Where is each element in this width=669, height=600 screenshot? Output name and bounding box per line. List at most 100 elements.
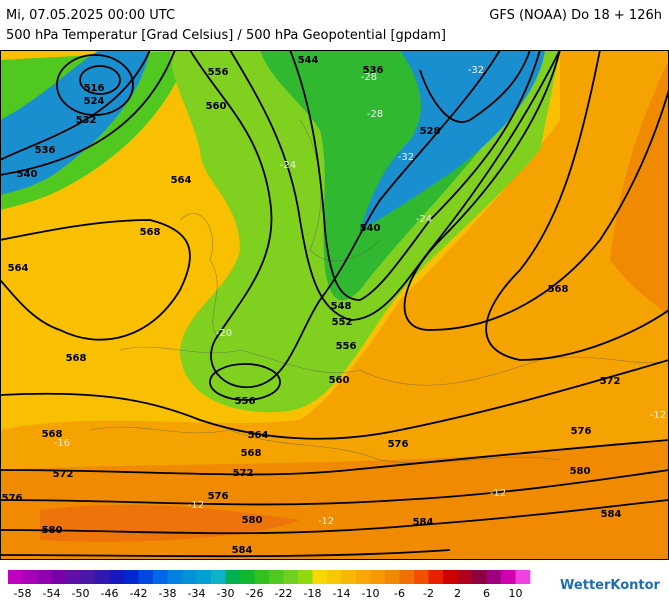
temperature-label: -12	[490, 488, 506, 499]
contour-label: 548	[331, 301, 352, 312]
legend-swatch	[8, 570, 23, 584]
contour-label: 584	[232, 545, 253, 556]
contour-label: 568	[140, 227, 161, 238]
contour-label: 580	[42, 525, 63, 536]
legend-swatch	[153, 570, 168, 584]
temperature-label: -12	[650, 410, 666, 421]
legend-swatch	[138, 570, 154, 584]
contour-label: 560	[206, 101, 227, 112]
legend-swatch	[515, 570, 531, 584]
legend-swatch	[254, 570, 270, 584]
contour-label: 580	[570, 466, 591, 477]
legend-tick-label: -46	[101, 587, 119, 600]
temperature-label: -20	[216, 328, 232, 339]
contour-label: 572	[53, 469, 74, 480]
contour-label: 584	[601, 509, 622, 520]
legend-swatch	[225, 570, 241, 584]
legend-swatch	[211, 570, 226, 584]
legend-tick-label: -50	[72, 587, 90, 600]
legend-swatch	[341, 570, 357, 584]
legend-swatch	[80, 570, 96, 584]
temperature-label: -32	[398, 152, 414, 163]
temperature-label: -24	[280, 160, 296, 171]
contour-label: 528	[420, 126, 441, 137]
contour-label: 540	[360, 223, 381, 234]
legend-swatch	[95, 570, 110, 584]
legend-swatch	[472, 570, 487, 584]
legend-swatch	[51, 570, 67, 584]
legend-tick-label: -18	[304, 587, 322, 600]
contour-label: 516	[84, 83, 105, 94]
legend-swatch	[298, 570, 313, 584]
legend-swatch	[196, 570, 212, 584]
legend-swatch	[167, 570, 183, 584]
contour-label: 556	[336, 341, 357, 352]
legend-swatch	[240, 570, 255, 584]
legend-swatch	[370, 570, 386, 584]
legend-tick-label: -10	[362, 587, 380, 600]
contour-label: 544	[298, 55, 319, 66]
brand: WetterKontor	[560, 578, 661, 593]
legend-swatch	[443, 570, 458, 584]
legend-tick-label: -2	[423, 587, 434, 600]
temperature-label: -32	[468, 65, 484, 76]
legend-swatch	[312, 570, 328, 584]
legend-swatch	[356, 570, 371, 584]
contour-label: 536	[363, 65, 384, 76]
legend-swatch	[414, 570, 429, 584]
temperature-label: -28	[367, 109, 383, 120]
contour-label: 576	[388, 439, 409, 450]
legend-tick-label: -58	[14, 587, 32, 600]
temperature-label: -16	[54, 438, 70, 449]
legend-tick-label: -38	[159, 587, 177, 600]
legend-swatch	[399, 570, 415, 584]
contour-label: 560	[329, 375, 350, 386]
temperature-label: -24	[416, 214, 432, 225]
contour-label: 524	[84, 96, 105, 107]
legend-swatch	[457, 570, 473, 584]
contour-label: 564	[171, 175, 192, 186]
contour-label: 576	[2, 493, 23, 504]
temperature-label: -12	[188, 500, 204, 511]
contour-label: 532	[76, 115, 97, 126]
legend-swatch	[22, 570, 38, 584]
legend-tick-label: -6	[394, 587, 405, 600]
legend-swatch	[501, 570, 516, 584]
legend-tick-label: 10	[509, 587, 523, 600]
legend-tick-label: 6	[483, 587, 490, 600]
temperature-label: -12	[318, 516, 334, 527]
legend-tick-label: -14	[333, 587, 351, 600]
legend-swatch	[385, 570, 400, 584]
legend-swatch	[66, 570, 81, 584]
legend-swatch	[428, 570, 444, 584]
contour-label: 568	[241, 448, 262, 459]
contour-label: 556	[208, 67, 229, 78]
legend-swatch	[269, 570, 284, 584]
legend-tick-label: -42	[130, 587, 148, 600]
contour-label: 576	[571, 426, 592, 437]
contour-label: 556	[235, 396, 256, 407]
contour-label: 536	[35, 145, 56, 156]
legend-tick-label: 2	[454, 587, 461, 600]
legend-swatch	[182, 570, 197, 584]
contour-label: 564	[8, 263, 29, 274]
contour-label: 568	[42, 429, 63, 440]
temperature-label: -28	[361, 72, 377, 83]
contour-label: 576	[208, 491, 229, 502]
legend-tick-label: -54	[43, 587, 61, 600]
map: 516 524 532 536 540 556 544 536 560 528 564 568 564 5…	[0, 50, 669, 560]
contour-label: 568	[66, 353, 87, 364]
contour-label: 564	[248, 430, 269, 441]
legend-tick-label: -30	[217, 587, 235, 600]
contour-label: 540	[17, 169, 38, 180]
contour-label: 552	[332, 317, 353, 328]
legend-swatch	[327, 570, 342, 584]
contour-label: 584	[413, 517, 434, 528]
model: GFS (NOAA) Do 18 + 126h	[489, 8, 662, 23]
contour-label: 580	[242, 515, 263, 526]
legend-tick-label: -26	[246, 587, 264, 600]
legend-swatch	[124, 570, 139, 584]
legend-swatch	[109, 570, 125, 584]
legend-tick-label: -34	[188, 587, 206, 600]
